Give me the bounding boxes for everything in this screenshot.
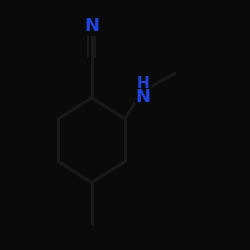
Text: N: N — [84, 18, 99, 36]
Text: N: N — [136, 88, 151, 106]
Text: H: H — [137, 76, 149, 91]
